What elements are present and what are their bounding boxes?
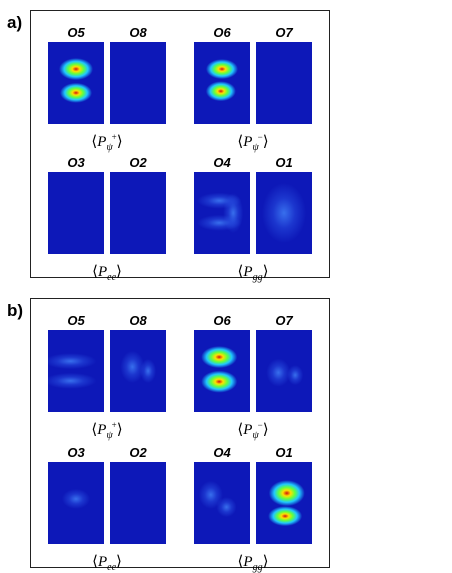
panel-label: b) [7, 301, 24, 320]
image-label: O2 [129, 155, 147, 170]
heatmap [256, 42, 312, 124]
bracket: ⟩ [116, 134, 123, 150]
heatmap [110, 462, 166, 544]
subscript: ee [107, 272, 117, 283]
symbol: P [97, 134, 107, 150]
superscript: + [111, 132, 117, 142]
bracket: ⟨ [92, 554, 98, 570]
subscript: ψ [252, 142, 259, 153]
heatmap [110, 42, 166, 124]
bracket: ⟨ [91, 422, 98, 438]
image-label: O8 [129, 313, 147, 328]
heatmap [194, 42, 250, 124]
subscript: ψ [106, 430, 113, 441]
heatmap [256, 462, 312, 544]
image-label: O3 [67, 155, 85, 170]
symbol: P [97, 554, 108, 570]
image-label: O4 [213, 155, 231, 170]
superscript: + [111, 420, 117, 430]
heatmap [256, 172, 312, 254]
image-label: O1 [275, 445, 293, 460]
image-label: O2 [129, 445, 147, 460]
symbol: P [97, 264, 108, 280]
caption: ⟨Pee⟩ [48, 262, 166, 283]
panel-label: a) [7, 13, 23, 32]
bracket: ⟨ [237, 264, 244, 280]
symbol: P [97, 422, 107, 438]
bracket: ⟨ [237, 134, 244, 150]
bracket: ⟩ [262, 264, 269, 280]
heatmap [194, 330, 250, 412]
heatmap [256, 330, 312, 412]
panel-box [30, 298, 330, 568]
caption: ⟨Pψ−⟩ [194, 420, 312, 441]
subscript: gg [252, 272, 263, 283]
heatmap [48, 462, 104, 544]
image-label: O5 [67, 313, 85, 328]
image-label: O4 [213, 445, 231, 460]
symbol: P [243, 554, 253, 570]
image-label: O5 [67, 25, 85, 40]
heatmap [48, 172, 104, 254]
image-label: O7 [275, 25, 293, 40]
bracket: ⟩ [116, 422, 123, 438]
image-label: O6 [213, 25, 231, 40]
caption: ⟨Pψ−⟩ [194, 132, 312, 153]
caption: ⟨Pψ+⟩ [48, 132, 166, 153]
caption: ⟨Pgg⟩ [194, 262, 312, 283]
symbol: P [243, 422, 253, 438]
panel-box [30, 10, 330, 278]
bracket: ⟨ [91, 134, 98, 150]
bracket: ⟨ [237, 422, 244, 438]
heatmap [48, 330, 104, 412]
superscript: − [257, 132, 263, 142]
caption: ⟨Pψ+⟩ [48, 420, 166, 441]
symbol: P [243, 264, 253, 280]
image-label: O3 [67, 445, 85, 460]
subscript: gg [252, 562, 263, 573]
bracket: ⟩ [262, 422, 269, 438]
bracket: ⟩ [116, 554, 122, 570]
bracket: ⟨ [237, 554, 244, 570]
caption: ⟨Pgg⟩ [194, 552, 312, 573]
image-label: O7 [275, 313, 293, 328]
symbol: P [243, 134, 253, 150]
superscript: − [257, 420, 263, 430]
bracket: ⟩ [262, 134, 269, 150]
bracket: ⟩ [262, 554, 269, 570]
subscript: ee [107, 562, 117, 573]
heatmap [194, 462, 250, 544]
heatmap [110, 172, 166, 254]
bracket: ⟩ [116, 264, 122, 280]
heatmap [110, 330, 166, 412]
subscript: ψ [106, 142, 113, 153]
heatmap [194, 172, 250, 254]
caption: ⟨Pee⟩ [48, 552, 166, 573]
image-label: O8 [129, 25, 147, 40]
image-label: O1 [275, 155, 293, 170]
subscript: ψ [252, 430, 259, 441]
bracket: ⟨ [92, 264, 98, 280]
image-label: O6 [213, 313, 231, 328]
heatmap [48, 42, 104, 124]
